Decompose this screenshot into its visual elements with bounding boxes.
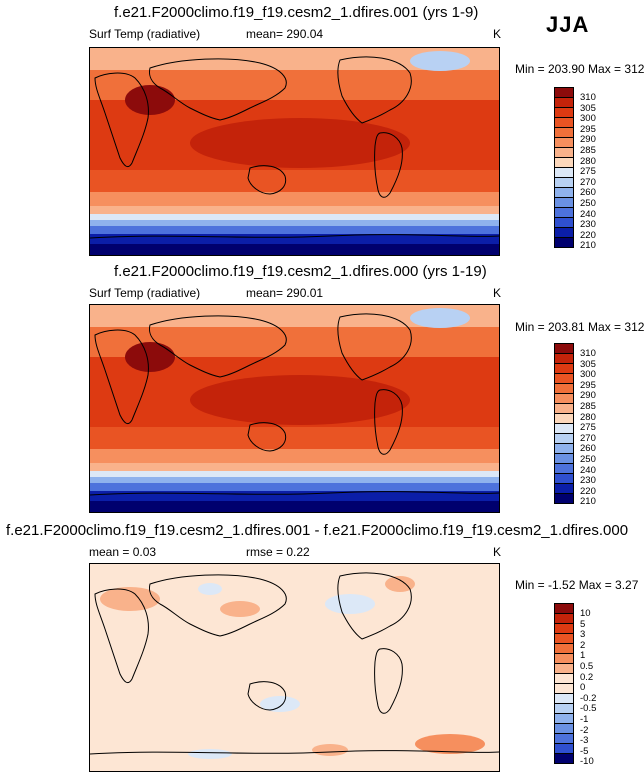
- colorbar-level-label: 0: [580, 682, 586, 694]
- panel-2-colorbar-labels: 310 305 300 295 290 285 280 275 270 260 250 240 230 2…: [580, 348, 596, 508]
- colorbar-level-label: -0.2: [580, 692, 597, 704]
- colorbar-level-label: -0.5: [580, 703, 597, 715]
- panel-3-rmse-label: rmse = 0.22: [246, 545, 310, 559]
- panel-2-map-svg: [90, 305, 499, 512]
- panel-3-minmax: Min = -1.52 Max = 3.27: [515, 578, 639, 592]
- panel-1-field-label: Surf Temp (radiative): [89, 27, 201, 41]
- panel-3-colorbar-labels: 10 5 3 2 1 0.5 0.2 0 -0.2 -0.5 -1 -2 -3 -5 -10: [580, 608, 597, 768]
- panel-3-mean-label: mean = 0.03: [89, 545, 157, 559]
- panel-2-title: f.e21.F2000climo.f19_f19.cesm2_1.dfires.…: [114, 263, 487, 280]
- colorbar-level-label: 240: [580, 208, 596, 220]
- panel-2-colorbar: [554, 343, 574, 504]
- colorbar-level-label: -3: [580, 735, 589, 747]
- colorbar-level-label: 1: [580, 650, 586, 662]
- colorbar-level-label: 285: [580, 400, 596, 412]
- colorbar-level-label: 3: [580, 629, 586, 641]
- colorbar-level-label: 305: [580, 358, 596, 370]
- colorbar-level-label: 2: [580, 639, 586, 651]
- panel-2-units: K: [493, 286, 502, 300]
- panel-1-minmax: Min = 203.90 Max = 312.24: [515, 62, 644, 76]
- colorbar-level-label: 300: [580, 369, 596, 381]
- colorbar-level-label: 250: [580, 453, 596, 465]
- colorbar-level-label: 290: [580, 134, 596, 146]
- colorbar-level-label: 280: [580, 155, 596, 167]
- colorbar-level-label: -2: [580, 724, 589, 736]
- colorbar-level-label: 305: [580, 102, 596, 114]
- panel-3-title: f.e21.F2000climo.f19_f19.cesm2_1.dfires.…: [6, 522, 629, 539]
- colorbar-level-label: 270: [580, 176, 596, 188]
- colorbar-level-label: 230: [580, 475, 596, 487]
- panel-1-map-svg: [90, 48, 499, 255]
- colorbar-level-label: 0.5: [580, 660, 594, 672]
- colorbar-level-label: 270: [580, 432, 596, 444]
- colorbar-level-label: 250: [580, 197, 596, 209]
- colorbar-level-label: -10: [580, 756, 594, 768]
- panel-2-mean-label: mean= 290.01: [246, 286, 324, 300]
- panel-1-map: [89, 47, 500, 256]
- colorbar-level-label: 260: [580, 443, 596, 455]
- colorbar-level-label: 290: [580, 390, 596, 402]
- panel-3-map-svg: [90, 564, 499, 771]
- colorbar-level-label: 310: [580, 348, 596, 359]
- colorbar-level-label: 210: [580, 240, 596, 252]
- panel-3-colorbar: [554, 603, 574, 764]
- season-label: JJA: [546, 12, 590, 37]
- colorbar-level-label: 210: [580, 496, 596, 508]
- colorbar-level-label: 220: [580, 229, 596, 241]
- colorbar-swatch: [554, 237, 574, 248]
- panel-3-map: [89, 563, 500, 772]
- colorbar-level-label: -5: [580, 745, 589, 757]
- colorbar-level-label: 275: [580, 422, 596, 434]
- colorbar-swatch: [554, 493, 574, 504]
- colorbar-level-label: 285: [580, 144, 596, 156]
- panel-1-title: f.e21.F2000climo.f19_f19.cesm2_1.dfires.…: [114, 4, 479, 21]
- colorbar-level-label: -1: [580, 713, 589, 725]
- colorbar-level-label: 10: [580, 608, 591, 619]
- colorbar-level-label: 0.2: [580, 671, 594, 683]
- panel-3-units: K: [493, 545, 502, 559]
- panel-2-map: [89, 304, 500, 513]
- colorbar-level-label: 275: [580, 166, 596, 178]
- panel-1-units: K: [493, 27, 502, 41]
- panel-1-mean-label: mean= 290.04: [246, 27, 324, 41]
- colorbar-level-label: 220: [580, 485, 596, 497]
- colorbar-level-label: 260: [580, 187, 596, 199]
- colorbar-level-label: 230: [580, 219, 596, 231]
- colorbar-level-label: 310: [580, 92, 596, 103]
- colorbar-level-label: 300: [580, 113, 596, 125]
- colorbar-level-label: 295: [580, 379, 596, 391]
- panel-2-minmax: Min = 203.81 Max = 312.05: [515, 320, 644, 334]
- colorbar-swatch: [554, 753, 574, 764]
- colorbar-level-label: 280: [580, 411, 596, 423]
- colorbar-level-label: 5: [580, 618, 586, 630]
- panel-1-colorbar: [554, 87, 574, 248]
- colorbar-level-label: 295: [580, 123, 596, 135]
- colorbar-level-label: 240: [580, 464, 596, 476]
- panel-1-colorbar-labels: 310 305 300 295 290 285 280 275 270 260 250 240 230 2…: [580, 92, 596, 252]
- panel-2-field-label: Surf Temp (radiative): [89, 286, 201, 300]
